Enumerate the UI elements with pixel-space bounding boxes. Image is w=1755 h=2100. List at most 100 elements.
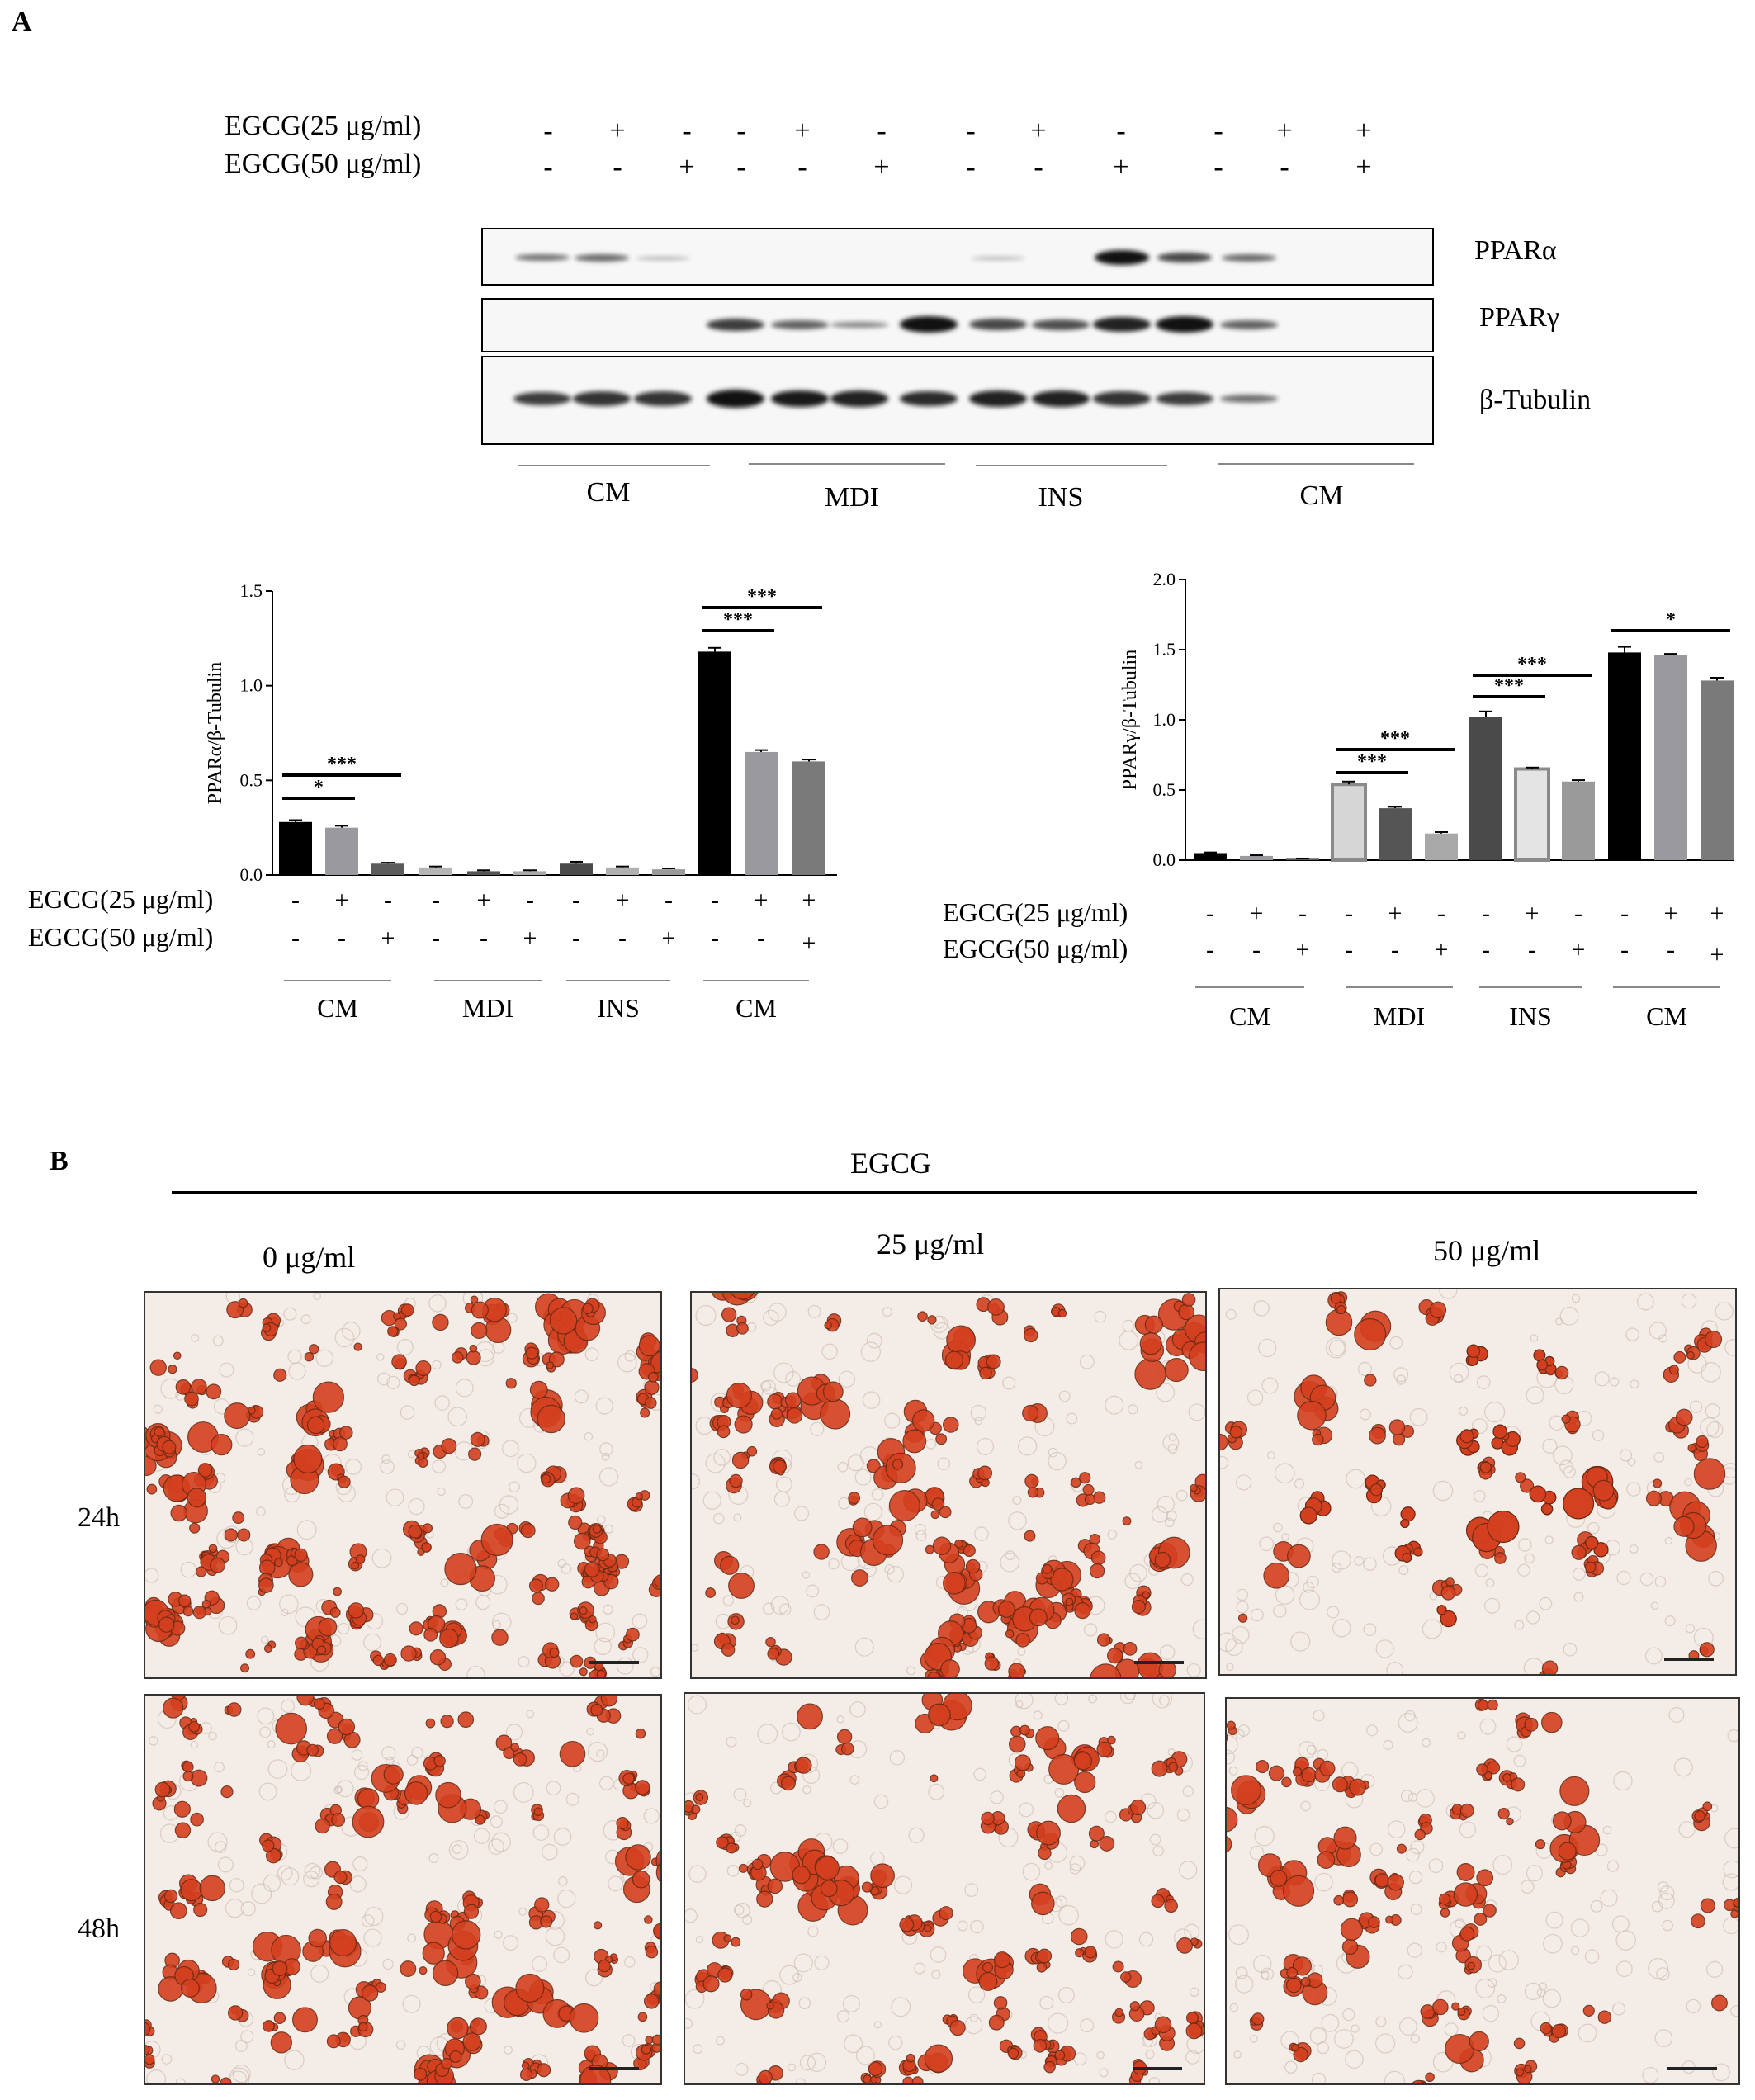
lipid-droplet [1592, 1479, 1615, 1502]
ppara-ytick-label-3: 1.5 [240, 580, 263, 601]
background-cell [1432, 1480, 1454, 1502]
lipid-droplet [469, 2017, 487, 2036]
background-cell [1105, 1810, 1117, 1823]
background-cell [1387, 1820, 1406, 1839]
background-cell [1573, 1592, 1584, 1602]
background-cell [836, 1715, 844, 1724]
background-cell [1544, 1535, 1554, 1544]
ppara-bar-4 [419, 867, 452, 875]
background-cell [336, 1780, 354, 1798]
lipid-droplet [146, 1483, 158, 1495]
background-cell [1273, 1522, 1283, 1533]
background-cell [499, 1495, 519, 1515]
background-cell [400, 1405, 415, 1420]
background-cell [806, 1584, 820, 1598]
pparg-ytick-label-1: 0.5 [1153, 779, 1176, 800]
background-cell [1407, 1942, 1422, 1958]
background-cell [1476, 1375, 1491, 1389]
background-cell [300, 1314, 311, 1325]
background-cell [257, 1447, 266, 1456]
lipid-droplet [1286, 1966, 1299, 1979]
ppara-group-label-1: CM [317, 993, 358, 1023]
lipid-droplet [963, 1544, 976, 1558]
lipid-droplet [1374, 1873, 1389, 1888]
lipid-droplet [333, 1870, 348, 1885]
background-cell [1057, 1719, 1070, 1732]
pparg-bar-12 [1701, 680, 1734, 860]
lipid-droplet [1476, 1763, 1488, 1776]
ppara-bar-6 [513, 871, 546, 875]
pparg-sign-r1-2: + [1250, 900, 1264, 927]
lipid-droplet [181, 1979, 200, 1998]
panel-a-letter: A [12, 7, 32, 37]
lipid-droplet [295, 1636, 308, 1650]
background-cell [702, 1491, 721, 1510]
background-cell [1526, 1386, 1544, 1405]
scale-bar [589, 1661, 639, 1664]
background-cell [1700, 1417, 1720, 1437]
lipid-droplet [306, 1416, 325, 1435]
background-cell [1236, 1588, 1249, 1601]
background-cell [599, 1442, 613, 1456]
background-cell [353, 1764, 370, 1781]
background-cell [545, 1927, 565, 1946]
background-cell [1407, 1792, 1418, 1802]
background-cell [871, 1488, 884, 1501]
lipid-droplet [740, 1988, 753, 2001]
pparg-ytick-label-4: 2.0 [1153, 569, 1176, 589]
background-cell [1273, 1604, 1287, 1618]
blot-sign-r2-4: - [736, 152, 746, 182]
lipid-droplet [537, 2063, 551, 2078]
background-cell [1606, 1860, 1619, 1872]
lipid-droplet [190, 1812, 204, 1827]
background-cell [1176, 1489, 1188, 1502]
background-cell [692, 1473, 700, 1490]
background-cell [1651, 1900, 1663, 1913]
lipid-droplet [1029, 1608, 1048, 1627]
background-cell [1005, 1550, 1015, 1561]
background-cell [1266, 1451, 1275, 1460]
lipid-droplet [1483, 1904, 1497, 1918]
lipid-droplet [1035, 1726, 1060, 1751]
pparg-ytick-label-0: 0.0 [1153, 849, 1176, 870]
lipid-droplet [1584, 1561, 1597, 1573]
lipid-droplet [197, 1463, 213, 1478]
lipid-droplet [569, 2003, 599, 2033]
blot-ppara-band-10 [1095, 250, 1149, 265]
background-cell [1149, 1833, 1161, 1846]
background-cell [437, 1487, 446, 1497]
background-cell [1058, 1390, 1071, 1402]
background-cell [1299, 1589, 1320, 1610]
lipid-droplet [182, 1606, 194, 1617]
lipid-droplet [813, 1544, 830, 1560]
micrograph-24h-25 [690, 1291, 1207, 1679]
background-cell [1656, 1967, 1670, 1981]
lipid-droplet [1131, 1599, 1146, 1615]
lipid-droplet [312, 1381, 345, 1413]
background-cell [1449, 1362, 1469, 1383]
background-cell [687, 1695, 707, 1715]
lipid-droplet [1668, 1365, 1679, 1375]
background-cell [1518, 1538, 1532, 1552]
background-cell [1668, 1707, 1685, 1723]
pparg-bar-11 [1654, 655, 1687, 860]
lipid-droplet [240, 1663, 250, 1673]
background-cell [1054, 1694, 1069, 1705]
background-cell [1033, 1710, 1043, 1720]
lipid-droplet [1476, 1869, 1494, 1887]
lipid-droplet [1151, 1894, 1165, 1908]
lipid-droplet [848, 1492, 861, 1505]
blot-pparg-band-5 [771, 319, 829, 329]
lipid-droplet [529, 1380, 548, 1399]
lipid-droplet [645, 1945, 659, 1959]
background-cell [1148, 2077, 1161, 2083]
lipid-droplet [1164, 1358, 1189, 1383]
background-cell [1712, 2063, 1730, 2082]
lipid-droplet [400, 1645, 417, 1662]
background-cell [363, 1928, 382, 1947]
pparg-sig-label-1: *** [1357, 751, 1387, 773]
lipid-droplet [691, 1804, 701, 1814]
lipid-droplet [1144, 1315, 1163, 1334]
background-cell [842, 1994, 860, 2012]
